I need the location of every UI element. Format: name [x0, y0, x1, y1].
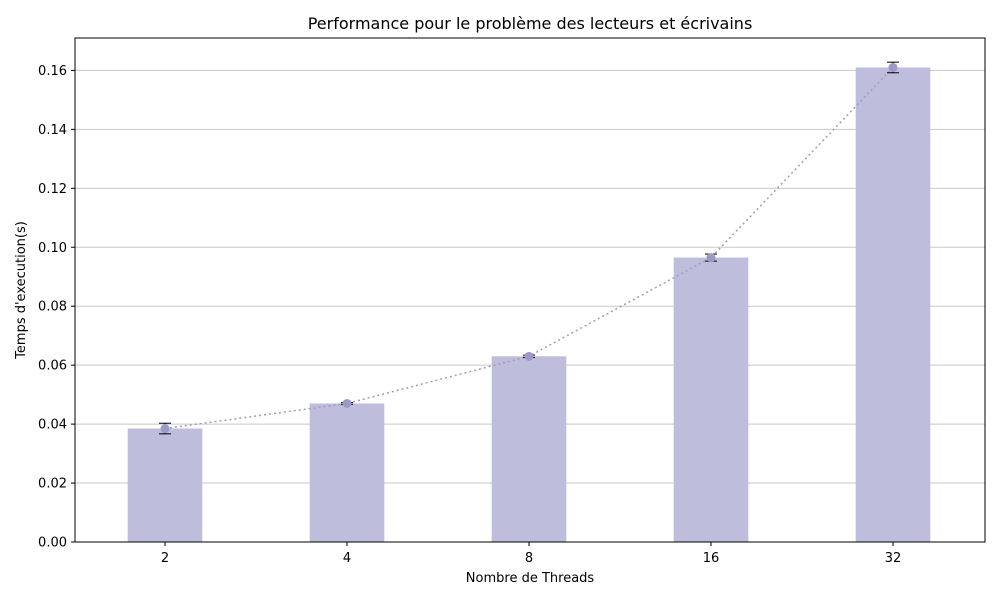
x-tick-label: 8 [525, 551, 533, 566]
y-tick-label: 0.06 [38, 359, 67, 374]
x-tick-label: 32 [885, 551, 902, 566]
y-tick-label: 0.12 [38, 182, 67, 197]
chart-title: Performance pour le problème des lecteur… [308, 14, 753, 33]
y-axis: 0.00 0.02 0.04 0.06 0.08 0.10 0.12 0.14 0.16 [38, 64, 75, 551]
markers [160, 62, 898, 434]
x-tick-label: 2 [161, 551, 169, 566]
data-point-2 [160, 424, 170, 434]
data-point-4 [342, 398, 352, 408]
x-tick-label: 4 [343, 551, 351, 566]
bar-16 [673, 257, 749, 542]
bar-2 [127, 428, 203, 542]
data-point-32 [888, 62, 898, 72]
y-tick-label: 0.10 [38, 241, 67, 256]
bars [127, 67, 931, 542]
y-tick-label: 0.02 [38, 477, 67, 492]
y-tick-label: 0.00 [38, 536, 67, 551]
y-axis-label: Temps d'execution(s) [14, 221, 29, 360]
data-point-8 [524, 351, 534, 361]
bar-8 [491, 356, 567, 542]
y-tick-label: 0.08 [38, 300, 67, 315]
data-point-16 [706, 253, 716, 263]
bar-32 [855, 67, 931, 542]
y-tick-label: 0.14 [38, 123, 67, 138]
bar-4 [309, 403, 385, 542]
x-axis-label: Nombre de Threads [466, 571, 595, 586]
plot-frame [74, 37, 986, 543]
y-tick-label: 0.04 [38, 418, 67, 433]
x-axis: 2 4 8 16 32 [161, 542, 901, 566]
x-tick-label: 16 [703, 551, 720, 566]
y-tick-label: 0.16 [38, 64, 67, 79]
